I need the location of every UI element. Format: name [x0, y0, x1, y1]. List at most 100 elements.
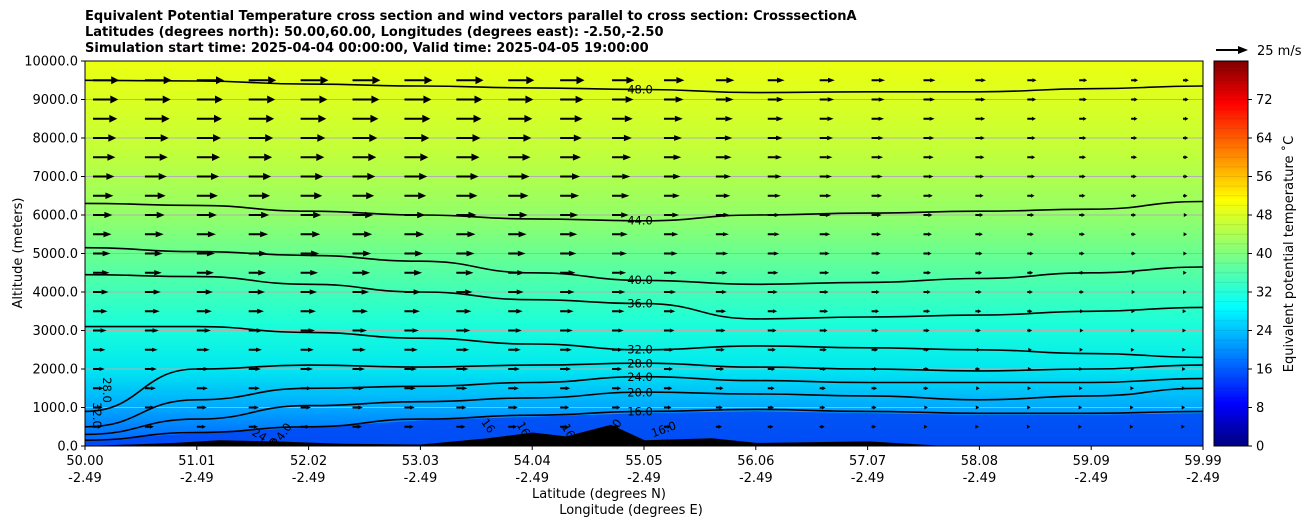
- wind-vector-head: [576, 76, 585, 85]
- wind-vector-head: [1134, 78, 1138, 83]
- wind-vector-head: [155, 231, 164, 238]
- wind-vector-head: [99, 347, 106, 352]
- wind-vector-head: [773, 290, 778, 294]
- wind-vector-head: [422, 114, 431, 123]
- wind-vector-head: [975, 405, 980, 410]
- wind-vector-head: [366, 192, 375, 200]
- wind-vector-head: [470, 173, 479, 180]
- wind-vector-head: [926, 328, 930, 333]
- wind-vector-head: [520, 192, 529, 199]
- wind-vector-head: [980, 155, 985, 160]
- contour-line: [84, 273, 1204, 320]
- wind-vector-head: [101, 289, 109, 295]
- wind-vector-head: [978, 290, 982, 294]
- wind-vector-head: [565, 386, 571, 391]
- wind-vector-head: [569, 231, 578, 237]
- wind-vector-head: [975, 424, 979, 429]
- wind-vector-head: [162, 95, 171, 104]
- wind-vector-head: [109, 114, 118, 123]
- wind-vector-head: [623, 154, 632, 161]
- wind-vector-head: [719, 405, 723, 410]
- wind-vector-head: [1129, 424, 1134, 429]
- wind-vector-head: [516, 289, 524, 295]
- wind-vector-head: [979, 232, 983, 237]
- wind-vector-head: [358, 405, 363, 410]
- wind-vector-head: [253, 424, 258, 429]
- wind-vector-head: [566, 347, 572, 352]
- contour-label: 28.0: [627, 356, 653, 370]
- wind-vector-head: [516, 308, 523, 314]
- wind-vector-head: [369, 134, 378, 142]
- wind-vector-head: [979, 213, 984, 217]
- wind-vector-head: [201, 424, 206, 429]
- wind-vector-head: [930, 78, 936, 83]
- wind-vector-head: [720, 367, 725, 371]
- wind-vector-head: [719, 386, 724, 391]
- title-line-3: Simulation start time: 2025-04-04 00:00:…: [85, 41, 649, 56]
- wind-vector-head: [104, 211, 113, 219]
- wind-vector-head: [876, 232, 882, 237]
- wind-vector-head: [149, 424, 154, 429]
- wind-vector-head: [824, 309, 829, 314]
- wind-vector-head: [463, 367, 469, 371]
- wind-vector-head: [720, 347, 725, 352]
- wind-vector-head: [461, 405, 467, 410]
- colorbar-levels: [1214, 70, 1248, 437]
- wind-vector-head: [216, 76, 224, 85]
- wind-vector-head: [927, 290, 931, 294]
- wind-vector-head: [209, 192, 218, 200]
- wind-vector-head: [824, 290, 829, 294]
- contour-line: [84, 200, 1204, 222]
- wind-vector-head: [770, 405, 774, 410]
- wind-vector-head: [1030, 251, 1034, 256]
- wind-vector-head: [1027, 386, 1032, 391]
- wind-vector-head: [108, 134, 117, 142]
- wind-vector-head: [1184, 136, 1189, 140]
- wind-vector-head: [1181, 405, 1186, 410]
- wind-vector-head: [267, 95, 276, 104]
- contour-label: 36.0: [627, 296, 653, 310]
- wind-vector-head: [465, 270, 474, 276]
- wind-vector-head: [412, 328, 419, 333]
- y-tick-label: 0.0: [57, 440, 78, 455]
- wind-vector-head: [668, 386, 673, 391]
- wind-vector-head: [1182, 367, 1186, 371]
- wind-vector-head: [257, 289, 265, 295]
- wind-vector-head: [514, 386, 519, 391]
- wind-vector-head: [1079, 328, 1084, 333]
- wind-vector-head: [525, 95, 534, 104]
- wind-vector-head: [618, 328, 624, 333]
- wind-vector-head: [777, 77, 785, 83]
- wind-vector-head: [773, 251, 779, 256]
- wind-vector-head: [668, 367, 673, 371]
- title-line-1: Equivalent Potential Temperature cross s…: [85, 9, 857, 24]
- wind-vector-head: [1130, 347, 1135, 352]
- wind-vector-head: [567, 328, 573, 333]
- contour-label: 32.0: [627, 343, 653, 357]
- wind-vector-head: [317, 134, 326, 142]
- wind-vector-head: [156, 211, 165, 219]
- y-tick-label: 6000.0: [33, 209, 79, 224]
- wind-vector-head: [826, 193, 832, 198]
- wind-vector-head: [771, 367, 776, 371]
- x-tick-label-lon: -2.49: [292, 471, 326, 486]
- wind-vector-head: [419, 172, 428, 181]
- wind-vector-head: [519, 211, 528, 219]
- wind-vector-head: [523, 134, 532, 142]
- wind-vector-head: [307, 367, 313, 371]
- wind-vector-head: [214, 114, 222, 123]
- wind-vector-head: [924, 424, 928, 429]
- wind-vector-head: [474, 95, 483, 104]
- contour-label: 16.0: [627, 404, 653, 418]
- wind-vector-head: [725, 116, 733, 122]
- wind-vector-head: [878, 116, 885, 121]
- wind-vector-head: [575, 95, 584, 104]
- wind-vector-head: [517, 250, 526, 257]
- wind-vector-head: [924, 386, 929, 391]
- wind-vector-head: [724, 154, 732, 160]
- wind-vector-head: [929, 116, 935, 121]
- wind-vector-head: [160, 134, 169, 142]
- wind-vector-head: [564, 424, 569, 429]
- wind-vector-head: [416, 231, 425, 238]
- wind-vector-head: [929, 155, 934, 160]
